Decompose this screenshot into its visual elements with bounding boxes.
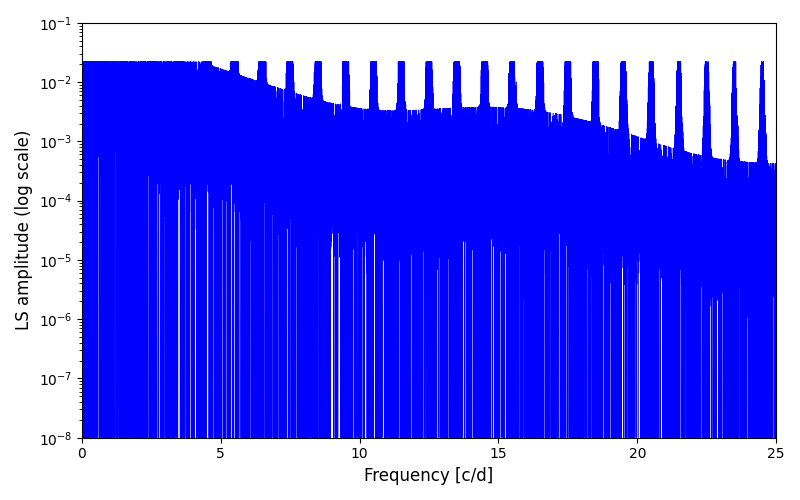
X-axis label: Frequency [c/d]: Frequency [c/d] — [364, 467, 494, 485]
Y-axis label: LS amplitude (log scale): LS amplitude (log scale) — [15, 130, 33, 330]
